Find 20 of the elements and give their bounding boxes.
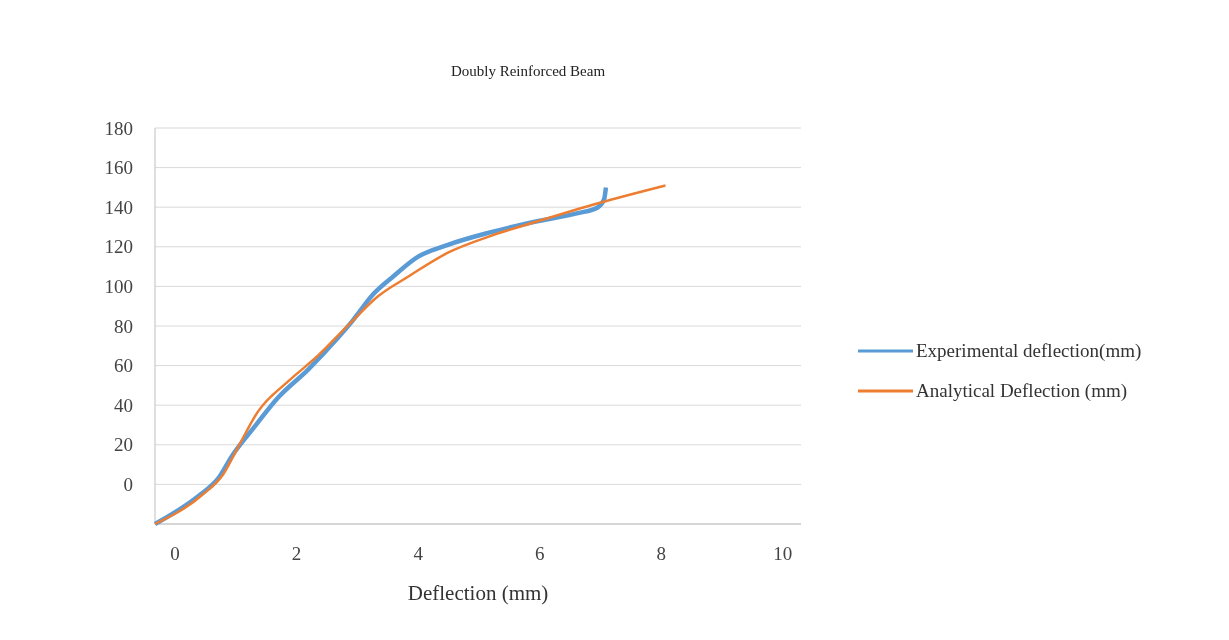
y-tick-label: 100 bbox=[104, 276, 133, 298]
x-tick-label: 8 bbox=[656, 543, 666, 564]
y-tick-label: 0 bbox=[123, 474, 133, 496]
legend-label: Analytical Deflection (mm) bbox=[916, 379, 1128, 402]
y-tick-label: 120 bbox=[104, 236, 133, 258]
x-axis-title: Deflection (mm) bbox=[407, 581, 549, 605]
x-tick-label: 0 bbox=[170, 543, 180, 564]
x-tick-label: 2 bbox=[291, 543, 302, 564]
legend-label: Experimental deflection(mm) bbox=[916, 339, 1142, 362]
y-tick-label: 80 bbox=[114, 315, 133, 337]
x-tick-label: 10 bbox=[773, 543, 793, 564]
y-tick-label: 60 bbox=[114, 355, 133, 377]
x-tick-label: 6 bbox=[534, 543, 545, 564]
y-tick-label: 180 bbox=[104, 117, 133, 139]
y-tick-label: 20 bbox=[114, 434, 133, 456]
chart-title: Doubly Reinforced Beam bbox=[450, 63, 606, 79]
y-tick-label: 160 bbox=[104, 157, 133, 179]
y-tick-label: 140 bbox=[104, 196, 133, 218]
x-tick-label: 4 bbox=[413, 543, 424, 564]
y-tick-label: 40 bbox=[114, 394, 133, 416]
